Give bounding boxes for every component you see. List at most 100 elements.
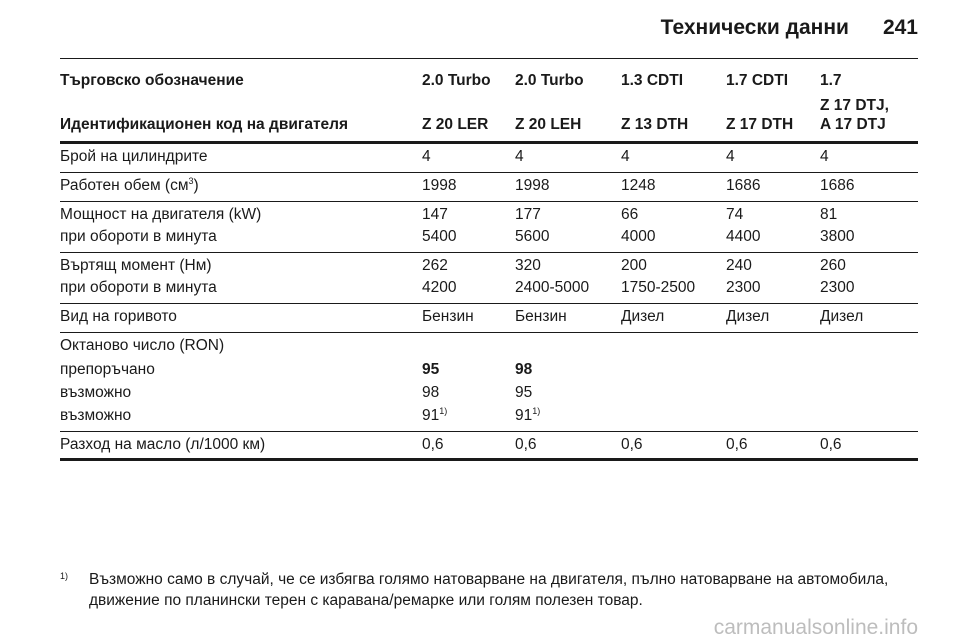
table-row: препоръчано 95 98 [60, 361, 918, 384]
head-row-2: Z 17 DTJ, [60, 94, 918, 116]
cell: 147 [422, 206, 448, 223]
page-title: Технически данни [660, 16, 849, 39]
footnote-mark: 1) [60, 571, 69, 581]
cell: 2400-5000 [515, 279, 590, 296]
cell: 0,6 [820, 436, 842, 453]
row-label: при обороти в минута [60, 279, 217, 296]
engine-code: Z 13 DTH [621, 116, 689, 133]
table-row: Въртящ момент (Нм) 262 320 200 240 260 [60, 257, 918, 279]
cell: 5400 [422, 228, 457, 245]
cell: Бензин [515, 308, 567, 325]
trade-designation-label: Търговско обозначение [60, 72, 244, 89]
model-name: 1.3 CDTI [621, 72, 684, 89]
page-number: 241 [882, 16, 918, 39]
cell: 4 [515, 148, 524, 165]
row-label: възможно [60, 407, 132, 424]
table-row: Разход на масло (л/1000 км) 0,6 0,6 0,6 … [60, 436, 918, 458]
cell: 4400 [726, 228, 761, 245]
table-row: Октаново число (RON) [60, 337, 918, 361]
cell: 66 [621, 206, 639, 223]
cell: 1998 [515, 177, 550, 194]
row-label: Брой на цилиндрите [60, 148, 208, 165]
row-label: възможно [60, 384, 132, 401]
cell: 2300 [726, 279, 761, 296]
model-name: 2.0 Turbo [515, 72, 584, 89]
watermark: carmanualsonline.info [713, 616, 918, 639]
row-rule [60, 201, 918, 202]
model-name: 2.0 Turbo [422, 72, 491, 89]
table-row: Мощност на двигателя (kW) 147 177 66 74 … [60, 206, 918, 228]
cell: 0,6 [515, 436, 537, 453]
cell: 1686 [726, 177, 761, 194]
cell: 98 [422, 384, 440, 401]
cell: 4 [422, 148, 431, 165]
cell: Бензин [422, 308, 474, 325]
row-label: Разход на масло (л/1000 км) [60, 436, 266, 453]
cell: 1248 [621, 177, 656, 194]
cell: 3800 [820, 228, 855, 245]
cell: 177 [515, 206, 541, 223]
row-label: при обороти в минута [60, 228, 217, 245]
cell: 262 [422, 257, 448, 274]
row-rule [60, 252, 918, 253]
head-row-3: Идентификационен код на двигателя Z 20 L… [60, 116, 918, 138]
row-label: Вид на горивото [60, 308, 177, 325]
table-row: при обороти в минута 5400 5600 4000 4400… [60, 228, 918, 252]
row-rule [60, 431, 918, 432]
footnote-text: Възможно само в случай, че се избягва го… [89, 571, 889, 609]
footnote: 1) Възможно само в случай, че се избягва… [60, 569, 920, 611]
table-bottom-rule [60, 458, 918, 461]
row-label: Мощност на двигателя (kW) [60, 206, 262, 223]
cell: 4 [621, 148, 630, 165]
row-rule [60, 172, 918, 173]
engine-code: A 17 DTJ [820, 116, 886, 133]
head-row-1: Търговско обозначение 2.0 Turbo 2.0 Turb… [60, 72, 918, 94]
cell: 4200 [422, 279, 457, 296]
cell: 5600 [515, 228, 550, 245]
row-rule [60, 303, 918, 304]
cell: 1750-2500 [621, 279, 696, 296]
table-row: възможно 98 95 [60, 384, 918, 407]
cell: Дизел [820, 308, 864, 325]
cell: 911) [515, 405, 541, 424]
cell: 320 [515, 257, 541, 274]
cell: 98 [515, 361, 533, 378]
cell: 95 [515, 384, 533, 401]
row-rule [60, 332, 918, 333]
cell: 1686 [820, 177, 855, 194]
engine-code-line1: Z 17 DTJ, [820, 97, 889, 114]
engine-data-table: Търговско обозначение 2.0 Turbo 2.0 Turb… [60, 72, 918, 461]
table-row: възможно 911) 911) [60, 405, 918, 431]
table-row: Вид на горивото Бензин Бензин Дизел Дизе… [60, 308, 918, 332]
cell: 95 [422, 361, 440, 378]
cell: 4 [726, 148, 735, 165]
cell: Дизел [726, 308, 770, 325]
model-name: 1.7 [820, 72, 842, 89]
cell: 74 [726, 206, 744, 223]
model-name: 1.7 CDTI [726, 72, 789, 89]
row-label: Въртящ момент (Нм) [60, 257, 212, 274]
engine-id-label: Идентификационен код на двигателя [60, 116, 349, 133]
cell: 0,6 [726, 436, 748, 453]
cell: 0,6 [422, 436, 444, 453]
cell: 1998 [422, 177, 457, 194]
row-label: препоръчано [60, 361, 155, 378]
cell: 240 [726, 257, 752, 274]
engine-code: Z 17 DTH [726, 116, 794, 133]
cell: 4000 [621, 228, 656, 245]
engine-code: Z 20 LEH [515, 116, 582, 133]
cell: 911) [422, 405, 448, 424]
row-label: Работен обем (см3) [60, 175, 199, 194]
engine-code: Z 20 LER [422, 116, 489, 133]
page-header: Технически данни 241 [661, 16, 918, 40]
cell: Дизел [621, 308, 665, 325]
cell: 4 [820, 148, 829, 165]
table-row: Работен обем (см3) 1998 1998 1248 1686 1… [60, 175, 918, 201]
cell: 0,6 [621, 436, 643, 453]
cell: 260 [820, 257, 846, 274]
cell: 2300 [820, 279, 855, 296]
table-row: Брой на цилиндрите 4 4 4 4 4 [60, 148, 918, 172]
header-rule [60, 58, 918, 59]
cell: 81 [820, 206, 838, 223]
cell: 200 [621, 257, 647, 274]
